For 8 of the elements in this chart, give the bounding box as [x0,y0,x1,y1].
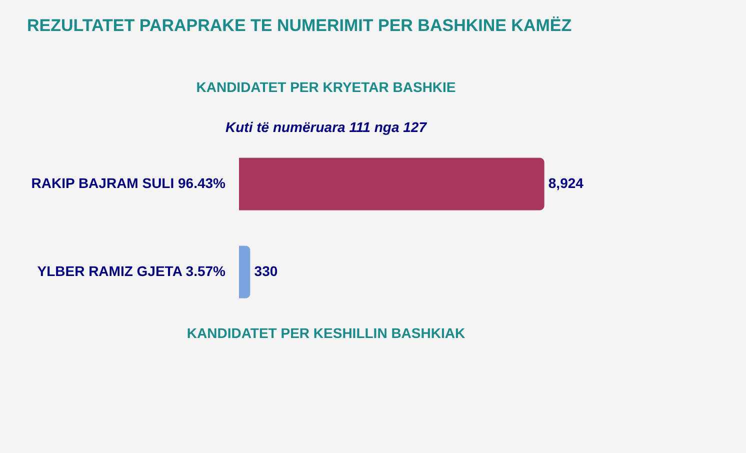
chart-subtitle: KANDIDATET PER KRYETAR BASHKIE [195,79,457,95]
data-label: 8,924 [548,175,584,191]
y-tick-label: RAKIP BAJRAM SULI 96.43% [31,175,226,191]
chart-title: REZULTATET PARAPRAKE TE NUMERIMIT PER BASHKINE KAMËZ [27,16,572,36]
y-tick-label: YLBER RAMIZ GJETA 3.57% [37,263,226,279]
text: KANDIDATET PER KESHILLIN BASHKIAK [186,325,466,341]
data-label: 330 [254,263,278,279]
text: Kuti të numëruara 111 nga 127 [224,119,428,135]
